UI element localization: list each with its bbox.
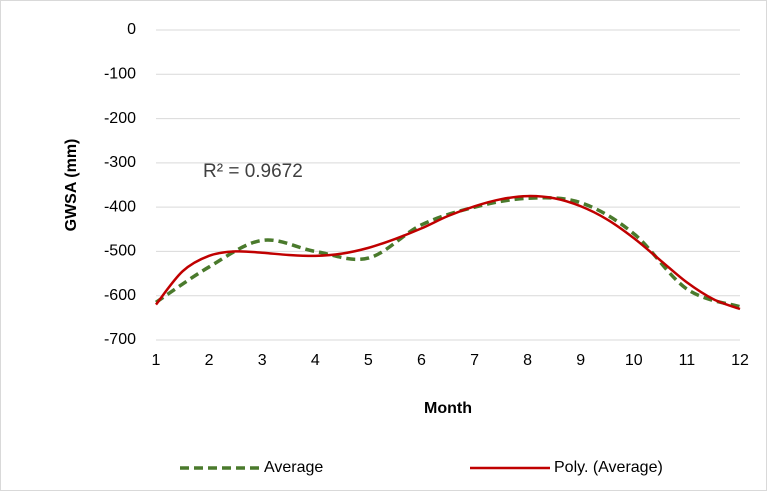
x-tick-label: 4 xyxy=(311,352,320,369)
series-line xyxy=(155,194,741,311)
y-tick-label: -300 xyxy=(104,154,136,171)
annotation: R² = 0.9672 xyxy=(203,161,303,182)
x-tick-label: 3 xyxy=(258,352,267,369)
x-tick-label: 12 xyxy=(731,352,749,369)
series-line xyxy=(155,196,741,309)
x-tick-label: 2 xyxy=(205,352,214,369)
x-tick-label: 6 xyxy=(417,352,426,369)
x-tick-label: 7 xyxy=(470,352,479,369)
x-tick-label: 10 xyxy=(625,352,643,369)
legend-label: Average xyxy=(264,459,323,476)
y-tick-label: -600 xyxy=(104,287,136,304)
legend-label: Poly. (Average) xyxy=(554,459,663,476)
y-tick-label: -100 xyxy=(104,66,136,83)
x-tick-label: 9 xyxy=(576,352,585,369)
x-axis-title: Month xyxy=(424,400,472,417)
y-tick-label: -400 xyxy=(104,198,136,215)
x-tick-label: 1 xyxy=(152,352,161,369)
y-axis-title: GWSA (mm) xyxy=(63,139,80,232)
x-tick-label: 11 xyxy=(679,352,696,369)
y-tick-label: -200 xyxy=(104,110,136,127)
x-tick-label: 5 xyxy=(364,352,373,369)
y-tick-label: -700 xyxy=(104,331,136,348)
x-tick-label: 8 xyxy=(523,352,532,369)
y-tick-label: 0 xyxy=(127,21,136,38)
y-tick-label: -500 xyxy=(104,243,136,260)
